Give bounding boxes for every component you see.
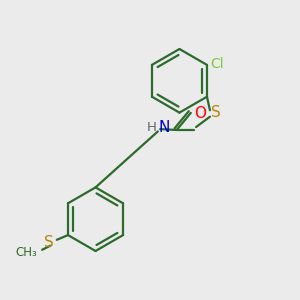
Text: Cl: Cl [210, 57, 224, 71]
Text: H: H [147, 121, 157, 134]
Text: CH₃: CH₃ [15, 246, 37, 259]
Text: S: S [44, 235, 54, 250]
Text: O: O [194, 106, 206, 121]
Text: N: N [158, 120, 170, 135]
Text: S: S [211, 105, 221, 120]
